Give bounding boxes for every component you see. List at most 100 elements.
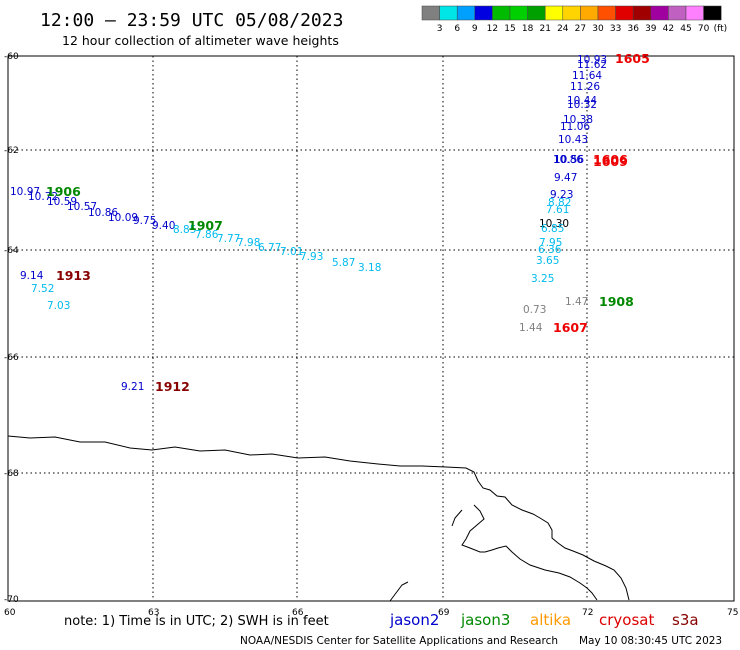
wave-height-value: 6.85 <box>541 223 564 235</box>
pass-number: 1605 <box>615 51 650 66</box>
credit-line: NOAA/NESDIS Center for Satellite Applica… <box>240 635 558 647</box>
wave-height-value: 3.18 <box>358 262 381 274</box>
wave-height-value: 11.62 <box>577 59 607 71</box>
wave-height-value: 10.86 <box>553 154 583 166</box>
color-scale-label: 42 <box>663 24 674 34</box>
color-scale-label: 12 <box>487 24 498 34</box>
wave-height-value: 10.59 <box>47 196 77 208</box>
wave-height-value: 3.25 <box>531 273 554 285</box>
lon-label: 72 <box>582 608 593 618</box>
wave-height-value: 7.95 <box>539 237 562 249</box>
wave-height-value: 10.44 <box>567 95 597 107</box>
wave-height-value: 3.65 <box>536 255 559 267</box>
color-swatch <box>527 5 546 21</box>
legend-jason3: jason3 <box>460 611 510 629</box>
map-subtitle: 12 hour collection of altimeter wave hei… <box>62 33 339 48</box>
wave-height-value: 10.97 <box>10 186 40 198</box>
lat-label: -60 <box>4 52 19 62</box>
color-swatch <box>597 5 616 21</box>
pass-number: 1907 <box>188 218 223 233</box>
wave-height-value: 6.36 <box>538 244 562 256</box>
wave-height-value: 1.44 <box>519 322 543 334</box>
color-swatch <box>544 5 564 21</box>
color-scale-label: 36 <box>627 24 639 34</box>
wave-height-value: 10.86 <box>88 207 118 219</box>
footnote: note: 1) Time is in UTC; 2) SWH is in fe… <box>64 614 329 629</box>
color-scale-label: 15 <box>504 24 515 34</box>
legend-cryosat: cryosat <box>599 611 654 629</box>
pass-number: 1609 <box>593 154 628 169</box>
wave-height-value: 11.06 <box>560 121 590 133</box>
color-swatch <box>580 5 599 21</box>
map-frame <box>7 55 735 602</box>
color-swatch <box>439 5 458 21</box>
wave-height-value: 7.61 <box>546 204 569 216</box>
color-swatch <box>650 5 669 21</box>
pass-number: 1606 <box>593 152 628 167</box>
color-swatch <box>562 5 581 21</box>
wave-height-value: 8.82 <box>548 197 571 209</box>
color-scale-label: 70 <box>698 24 710 34</box>
legend-jason2: jason2 <box>389 611 439 629</box>
color-swatch <box>632 5 652 21</box>
wave-height-value: 7.98 <box>237 237 260 249</box>
wave-height-value: 10.09 <box>108 212 138 224</box>
color-swatch <box>421 5 440 21</box>
color-scale-label: 33 <box>610 24 621 34</box>
map-title: 12:00 — 23:59 UTC 05/08/2023 <box>40 10 343 31</box>
wave-height-value: 10.32 <box>567 99 597 111</box>
color-swatch <box>509 5 528 21</box>
wave-height-value: 7.01 <box>280 246 303 258</box>
wave-height-value: 1.47 <box>565 296 588 308</box>
color-swatch <box>474 5 493 21</box>
lat-label: -66 <box>4 353 19 363</box>
color-swatch <box>615 5 634 21</box>
color-swatch <box>703 5 722 21</box>
pass-number: 1908 <box>599 294 634 309</box>
wave-height-value: 9.14 <box>20 270 44 282</box>
latitude-labels: -60 -62 -64 -66 -68 -70 <box>4 52 19 605</box>
color-scale-label: 18 <box>522 24 534 34</box>
lat-label: -62 <box>4 146 19 156</box>
wave-height-value: 9.47 <box>554 172 577 184</box>
longitude-labels: 60 63 66 69 72 75 <box>4 608 738 618</box>
satellite-legend: jason2 jason3 altika cryosat s3a <box>389 611 699 629</box>
wave-height-value: 11.64 <box>572 70 602 82</box>
wave-height-value: 10.30 <box>539 218 569 230</box>
wave-height-value: 6.77 <box>258 242 281 254</box>
wave-height-value: 8.85 <box>173 224 196 236</box>
lat-label: -64 <box>4 246 19 256</box>
legend-s3a: s3a <box>672 611 699 629</box>
color-scale-label: 30 <box>592 24 604 34</box>
graticule <box>8 56 734 601</box>
wave-height-value: 10.38 <box>563 114 593 126</box>
wave-height-value: 5.87 <box>332 257 355 269</box>
wave-height-value: 7.77 <box>217 233 240 245</box>
color-scale-label: 21 <box>539 24 550 34</box>
lat-label: -68 <box>4 469 19 479</box>
color-scale-label: 9 <box>472 24 478 34</box>
wave-height-value: 7.86 <box>195 229 219 241</box>
color-scale-label: 45 <box>680 24 691 34</box>
color-scale-label: 24 <box>557 24 569 34</box>
lon-label: 69 <box>438 608 450 618</box>
wave-height-value: 10.72 <box>28 191 58 203</box>
color-scale-labels: 3 6 9 12 15 18 21 24 27 30 33 36 39 42 45 70 (ft) <box>437 24 727 34</box>
color-scale-label: 3 <box>437 24 443 34</box>
wave-height-value: 9.75 <box>133 215 156 227</box>
pass-number: 1912 <box>155 379 190 394</box>
lon-label: 60 <box>4 608 16 618</box>
coastline-main <box>7 435 630 601</box>
color-swatch <box>456 5 476 21</box>
legend-altika: altika <box>530 611 571 629</box>
wave-height-value: 10.93 <box>577 54 607 66</box>
coastline-bay <box>461 504 598 601</box>
wave-height-value: 7.93 <box>300 251 323 263</box>
wave-height-value: 7.03 <box>47 300 70 312</box>
pass-number: 1906 <box>46 184 81 199</box>
pass-number: 1913 <box>56 268 91 283</box>
wave-height-value: 9.23 <box>550 189 573 201</box>
